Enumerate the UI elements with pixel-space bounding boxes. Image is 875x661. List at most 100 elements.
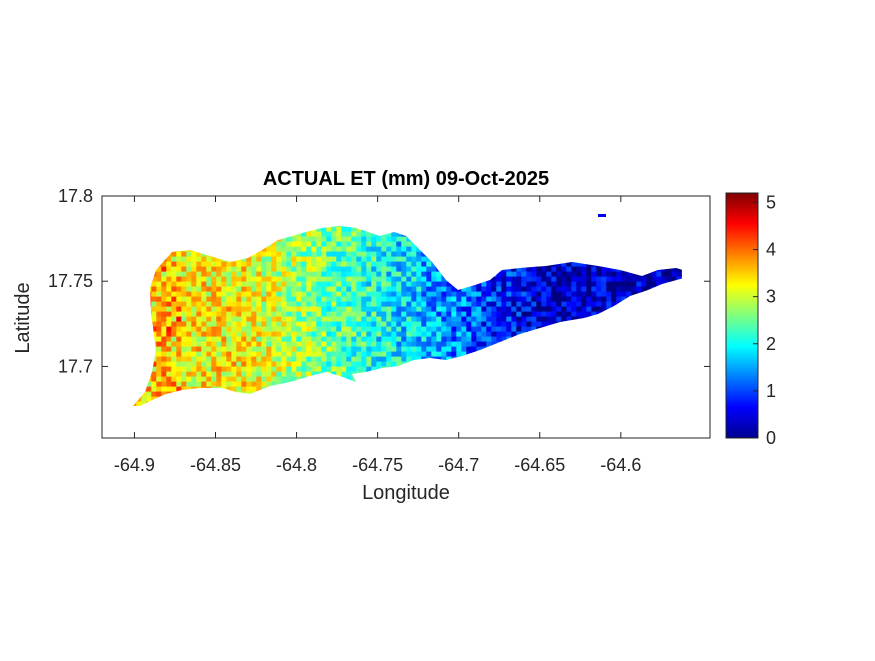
- heatmap-cell: [296, 306, 302, 313]
- heatmap-cell: [316, 366, 322, 373]
- heatmap-cell: [331, 366, 337, 373]
- heatmap-cell: [316, 271, 322, 278]
- heatmap-cell: [266, 346, 272, 353]
- heatmap-cell: [156, 366, 162, 373]
- heatmap-cell: [366, 286, 372, 293]
- heatmap-cell: [236, 276, 242, 283]
- heatmap-cell: [381, 341, 387, 348]
- heatmap-cell: [521, 316, 527, 323]
- heatmap-cell: [196, 296, 202, 303]
- heatmap-cell: [281, 336, 287, 343]
- heatmap-cell: [466, 316, 472, 323]
- heatmap-cell: [546, 296, 552, 303]
- heatmap-cell: [301, 346, 307, 353]
- heatmap-cell: [331, 241, 337, 248]
- heatmap-cell: [631, 276, 637, 283]
- heatmap-cell: [181, 276, 187, 283]
- heatmap-cell: [171, 381, 177, 388]
- heatmap-cell: [241, 271, 247, 278]
- heatmap-cell: [486, 326, 492, 333]
- heatmap-cell: [311, 311, 317, 318]
- heatmap-cell: [171, 251, 177, 258]
- heatmap-cell: [271, 381, 277, 388]
- heatmap-cell: [481, 281, 487, 288]
- heatmap-cell: [236, 271, 242, 278]
- heatmap-cell: [606, 281, 612, 288]
- heatmap-cell: [286, 291, 292, 298]
- heatmap-cell: [366, 361, 372, 368]
- heatmap-cell: [361, 361, 367, 368]
- heatmap-cell: [256, 256, 262, 263]
- heatmap-cell: [191, 376, 197, 383]
- heatmap-cell: [366, 231, 372, 238]
- heatmap-cell: [316, 321, 322, 328]
- heatmap-cell: [216, 376, 222, 383]
- heatmap-cell: [666, 271, 672, 278]
- heatmap-cell: [491, 321, 497, 328]
- heatmap-cell: [191, 306, 197, 313]
- heatmap-cell: [186, 351, 192, 358]
- heatmap-cell: [231, 276, 237, 283]
- heatmap-cell: [341, 361, 347, 368]
- heatmap-cell: [411, 336, 417, 343]
- heatmap-cell: [226, 276, 232, 283]
- heatmap-cell: [286, 251, 292, 258]
- heatmap-cell: [486, 291, 492, 298]
- heatmap-cell: [301, 286, 307, 293]
- heatmap-cell: [596, 266, 602, 273]
- heatmap-cell: [566, 306, 572, 313]
- heatmap-cell: [356, 241, 362, 248]
- heatmap-cell: [176, 376, 182, 383]
- heatmap-cell: [311, 351, 317, 358]
- heatmap-cell: [406, 256, 412, 263]
- heatmap-cell: [376, 236, 382, 243]
- heatmap-cell: [201, 281, 207, 288]
- heatmap-cell: [361, 246, 367, 253]
- heatmap-cell: [396, 246, 402, 253]
- heatmap-cell: [491, 336, 497, 343]
- heatmap-cell: [336, 276, 342, 283]
- heatmap-cell: [291, 241, 297, 248]
- heatmap-cell: [306, 281, 312, 288]
- heatmap-cell: [451, 306, 457, 313]
- heatmap-cell: [211, 371, 217, 378]
- heatmap-cell: [351, 306, 357, 313]
- heatmap-cell: [401, 296, 407, 303]
- heatmap-cell: [261, 356, 267, 363]
- heatmap-cell: [451, 321, 457, 328]
- heatmap-cell: [366, 331, 372, 338]
- heatmap-cell: [331, 271, 337, 278]
- heatmap-cell: [346, 336, 352, 343]
- heatmap-cell: [196, 276, 202, 283]
- heatmap-cell: [406, 261, 412, 268]
- heatmap-cell: [261, 301, 267, 308]
- heatmap-cell: [521, 291, 527, 298]
- heatmap-cell: [276, 246, 282, 253]
- heatmap-cell: [556, 301, 562, 308]
- heatmap-cell: [506, 316, 512, 323]
- heatmap-cell: [246, 376, 252, 383]
- heatmap-cell: [621, 286, 627, 293]
- heatmap-cell: [321, 316, 327, 323]
- heatmap-cell: [196, 266, 202, 273]
- heatmap-cell: [481, 321, 487, 328]
- heatmap-cell: [396, 301, 402, 308]
- heatmap-cell: [456, 301, 462, 308]
- heatmap-cell: [141, 401, 147, 406]
- heatmap-cell: [576, 276, 582, 283]
- heatmap-cell: [311, 241, 317, 248]
- heatmap-cell: [301, 291, 307, 298]
- heatmap-cell: [301, 341, 307, 348]
- heatmap-cell: [506, 266, 512, 273]
- heatmap-cell: [426, 306, 432, 313]
- heatmap-cell: [306, 266, 312, 273]
- heatmap-cell: [276, 376, 282, 383]
- heatmap-cell: [291, 306, 297, 313]
- heatmap-cell: [426, 311, 432, 318]
- heatmap-cell: [621, 281, 627, 288]
- heatmap-cell: [421, 261, 427, 268]
- heatmap-cell: [151, 281, 157, 288]
- heatmap-cell: [356, 361, 362, 368]
- heatmap-cell: [181, 281, 187, 288]
- heatmap-cell: [306, 361, 312, 368]
